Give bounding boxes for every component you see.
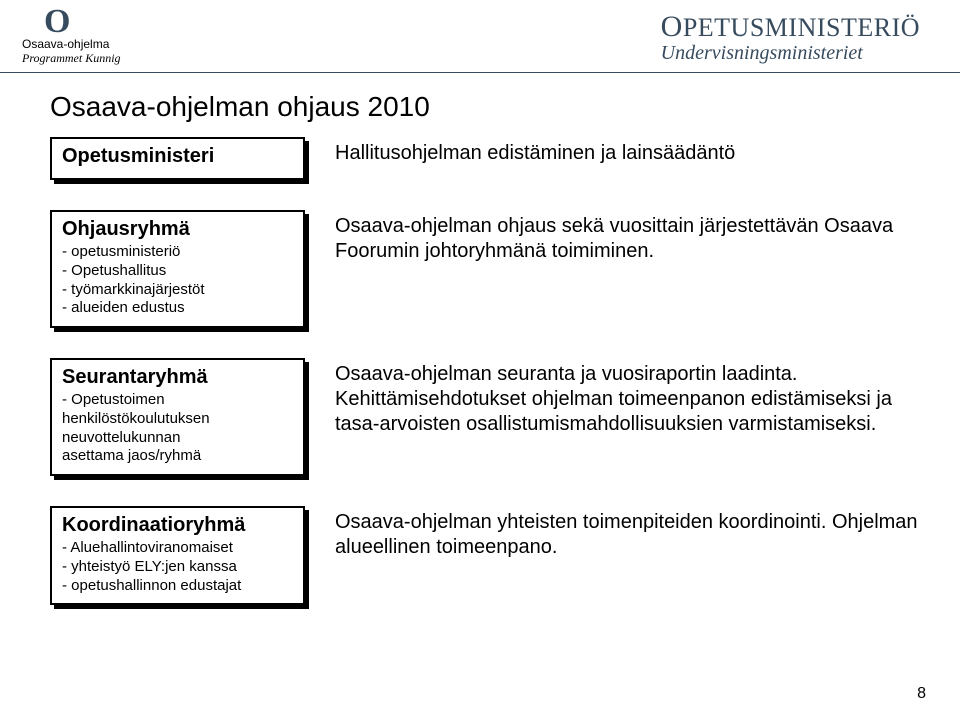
box-item: asettama jaos/ryhmä bbox=[62, 447, 293, 466]
box-items: - opetusministeriö - Opetushallitus - ty… bbox=[62, 243, 293, 318]
box-title: Ohjausryhmä bbox=[62, 218, 293, 241]
row-koordinaatioryhma: Koordinaatioryhmä - Aluehallintoviranoma… bbox=[50, 506, 930, 605]
box-opetusministeri: Opetusministeri bbox=[50, 137, 305, 180]
box-title: Opetusministeri bbox=[62, 145, 293, 168]
logo-mark: O bbox=[44, 8, 70, 35]
ministry-name-fi: OPETUSMINISTERIÖ bbox=[661, 10, 920, 44]
row-ohjausryhma: Ohjausryhmä - opetusministeriö - Opetush… bbox=[50, 210, 930, 328]
box-item: henkilöstökoulutuksen bbox=[62, 410, 293, 429]
box-item: - Aluehallintoviranomaiset bbox=[62, 539, 293, 558]
logo-line2: Programmet Kunnig bbox=[22, 51, 121, 66]
page-number: 8 bbox=[917, 685, 926, 703]
header: O Osaava-ohjelma Programmet Kunnig OPETU… bbox=[0, 0, 960, 73]
box-item: - Opetushallitus bbox=[62, 262, 293, 281]
box-item: - opetushallinnon edustajat bbox=[62, 577, 293, 596]
box-items: - Opetustoimen henkilöstökoulutuksen neu… bbox=[62, 391, 293, 466]
box-koordinaatioryhma: Koordinaatioryhmä - Aluehallintoviranoma… bbox=[50, 506, 305, 605]
ministry-name-sv: Undervisningsministeriet bbox=[661, 42, 920, 65]
box-item: - työmarkkinajärjestöt bbox=[62, 281, 293, 300]
desc-opetusministeri: Hallitusohjelman edistäminen ja lainsääd… bbox=[335, 137, 930, 166]
ministry-logo: OPETUSMINISTERIÖ Undervisningsministerie… bbox=[661, 8, 920, 65]
logo-line1: Osaava-ohjelma bbox=[22, 37, 109, 51]
box-ohjausryhma: Ohjausryhmä - opetusministeriö - Opetush… bbox=[50, 210, 305, 328]
row-opetusministeri: Opetusministeri Hallitusohjelman edistäm… bbox=[50, 137, 930, 180]
desc-koordinaatioryhma: Osaava-ohjelman yhteisten toimenpiteiden… bbox=[335, 506, 930, 560]
desc-seurantaryhma: Osaava-ohjelman seuranta ja vuosiraporti… bbox=[335, 358, 930, 437]
box-items: - Aluehallintoviranomaiset - yhteistyö E… bbox=[62, 539, 293, 595]
box-seurantaryhma: Seurantaryhmä - Opetustoimen henkilöstök… bbox=[50, 358, 305, 476]
desc-ohjausryhma: Osaava-ohjelman ohjaus sekä vuosittain j… bbox=[335, 210, 930, 264]
ministry-name-fi-initial: O bbox=[661, 10, 683, 43]
box-item: - alueiden edustus bbox=[62, 299, 293, 318]
box-item: neuvottelukunnan bbox=[62, 429, 293, 448]
ministry-name-fi-rest: PETUSMINISTERIÖ bbox=[683, 13, 920, 42]
box-item: - yhteistyö ELY:jen kanssa bbox=[62, 558, 293, 577]
program-logo: O Osaava-ohjelma Programmet Kunnig bbox=[22, 8, 121, 66]
row-seurantaryhma: Seurantaryhmä - Opetustoimen henkilöstök… bbox=[50, 358, 930, 476]
slide-title: Osaava-ohjelman ohjaus 2010 bbox=[50, 91, 960, 123]
box-item: - Opetustoimen bbox=[62, 391, 293, 410]
box-title: Koordinaatioryhmä bbox=[62, 514, 293, 537]
box-title: Seurantaryhmä bbox=[62, 366, 293, 389]
box-item: - opetusministeriö bbox=[62, 243, 293, 262]
content: Opetusministeri Hallitusohjelman edistäm… bbox=[0, 137, 960, 605]
